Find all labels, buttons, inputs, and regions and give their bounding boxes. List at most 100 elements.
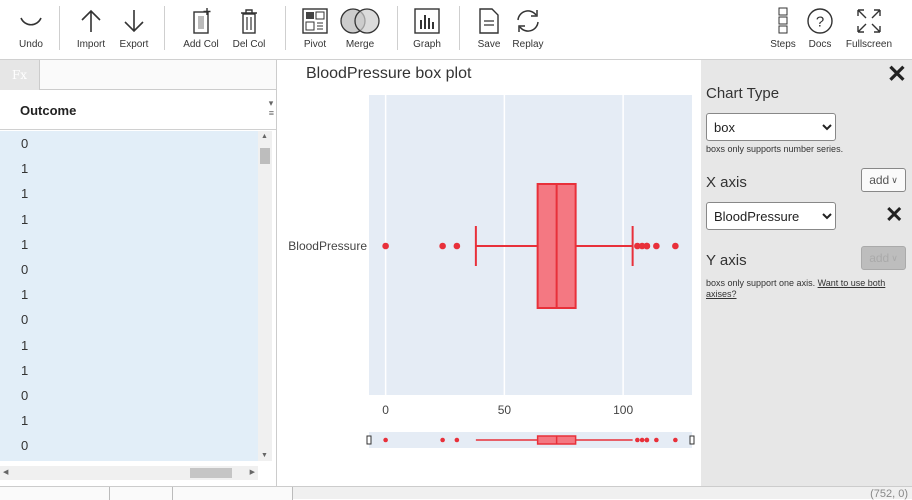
undo-label: Undo <box>19 39 43 50</box>
table-row[interactable]: 1 <box>21 161 29 177</box>
vertical-scrollbar[interactable]: ▲ ▼ <box>258 131 272 461</box>
toolbar-divider <box>397 6 398 50</box>
scrollbar-thumb[interactable] <box>190 468 232 478</box>
status-bar: (752, 0) <box>0 486 912 500</box>
trash-icon <box>238 6 260 36</box>
graph-label: Graph <box>413 39 441 50</box>
outlier-point <box>638 242 646 250</box>
use-both-axes-link[interactable]: Want to use both axises? <box>706 278 886 299</box>
sheet-tab[interactable] <box>173 487 293 500</box>
range-outlier <box>635 437 640 443</box>
add-column-icon <box>190 6 212 36</box>
scrollbar-thumb[interactable] <box>260 148 270 164</box>
range-outlier <box>454 437 460 443</box>
formula-bar[interactable]: Fx <box>0 60 276 90</box>
bar-chart-icon <box>413 6 441 36</box>
steps-icon <box>777 6 789 36</box>
range-outlier <box>639 437 645 443</box>
outlier-point <box>634 242 641 250</box>
x-axis-label: X axis <box>706 174 747 191</box>
fx-button[interactable]: Fx <box>0 60 40 90</box>
chart-type-select[interactable]: box <box>706 113 836 141</box>
x-axis-select[interactable]: BloodPressure <box>706 202 836 230</box>
table-row[interactable]: 0 <box>21 312 29 328</box>
sheet-tab[interactable] <box>0 487 110 500</box>
chart-title: BloodPressure box plot <box>306 65 472 82</box>
import-button[interactable]: Import <box>72 6 110 54</box>
steps-button[interactable]: Steps <box>767 6 799 54</box>
merge-icon <box>338 6 382 36</box>
range-handle-left <box>366 435 372 445</box>
save-button[interactable]: Save <box>472 6 506 54</box>
horizontal-scrollbar[interactable]: ◀ ▶ <box>0 466 258 480</box>
replay-label: Replay <box>512 39 544 50</box>
export-button[interactable]: Export <box>115 6 153 54</box>
box-plot[interactable]: 0 50 100 BloodPressure <box>277 60 701 486</box>
merge-button[interactable]: Merge <box>337 6 383 54</box>
scroll-down-icon[interactable]: ▼ <box>261 452 268 459</box>
x-axis-add-button[interactable]: add ∨ <box>861 168 906 192</box>
x-tick-label: 100 <box>613 403 633 417</box>
table-row[interactable]: 1 <box>21 362 29 378</box>
range-outlier <box>644 437 650 443</box>
column-header-label: Outcome <box>20 103 77 118</box>
del-col-button[interactable]: Del Col <box>228 6 270 54</box>
merge-label: Merge <box>345 39 375 50</box>
data-grid: Fx Outcome ▾≡ 0 1 1 1 1 0 1 0 1 1 0 1 0 1 ▲ ▼ ◀ ▶ <box>0 60 276 486</box>
table-row[interactable]: 1 <box>21 236 29 252</box>
table-row[interactable]: 1 <box>0 458 258 461</box>
table-row[interactable]: 0 <box>21 261 29 277</box>
document-icon <box>476 6 502 36</box>
pivot-icon <box>301 6 329 36</box>
column-header[interactable]: Outcome ▾ ≡ <box>0 90 276 130</box>
range-outlier <box>654 437 659 443</box>
table-row[interactable]: 1 <box>21 211 29 227</box>
outlier-point <box>453 242 461 250</box>
toolbar: Undo Import Export Add Col Del Col Pivot <box>0 0 912 60</box>
table-row[interactable]: 1 <box>21 413 29 429</box>
add-col-button[interactable]: Add Col <box>180 6 222 54</box>
graph-button[interactable]: Graph <box>410 6 444 54</box>
steps-label: Steps <box>770 39 796 50</box>
cursor-coordinates: (752, 0) <box>870 488 908 500</box>
y-axis-add-button[interactable]: add ∨ <box>861 246 906 270</box>
close-icon[interactable]: ✕ <box>886 61 907 88</box>
category-label: BloodPressure <box>288 239 367 253</box>
sort-icon[interactable]: ▾ ≡ <box>268 98 274 118</box>
grid-rows: 0 1 1 1 1 0 1 0 1 1 0 1 0 1 <box>0 131 258 461</box>
table-row[interactable]: 0 <box>21 438 29 454</box>
table-row[interactable]: 0 <box>21 387 29 403</box>
outlier-point <box>672 242 679 250</box>
replay-button[interactable]: Replay <box>509 6 547 54</box>
toolbar-divider <box>164 6 165 50</box>
import-label: Import <box>76 39 106 50</box>
replay-icon <box>514 6 542 36</box>
chart-type-note: boxs only supports number series. <box>706 144 844 154</box>
y-axis-label: Y axis <box>706 252 747 269</box>
toolbar-divider <box>59 6 60 50</box>
table-row[interactable]: 1 <box>21 186 29 202</box>
range-outlier <box>383 437 388 443</box>
scroll-right-icon[interactable]: ▶ <box>249 469 255 476</box>
docs-button[interactable]: ? Docs <box>804 6 836 54</box>
help-icon: ? <box>806 6 834 36</box>
export-label: Export <box>119 39 149 50</box>
scroll-up-icon[interactable]: ▲ <box>261 133 268 140</box>
fullscreen-button[interactable]: Fullscreen <box>842 6 896 54</box>
arrow-down-icon <box>122 6 146 36</box>
pivot-button[interactable]: Pivot <box>298 6 332 54</box>
add-col-label: Add Col <box>183 39 219 50</box>
chart-type-label: Chart Type <box>706 85 780 102</box>
x-tick-label: 0 <box>382 403 389 417</box>
table-row[interactable]: 1 <box>21 337 29 353</box>
del-col-label: Del Col <box>232 39 266 50</box>
range-outlier <box>440 437 445 443</box>
table-row[interactable]: 0 <box>21 136 29 151</box>
table-row[interactable]: 1 <box>21 287 29 303</box>
x-axis-add-label: add <box>869 173 890 187</box>
remove-axis-icon[interactable]: ✕ <box>885 202 904 227</box>
scroll-left-icon[interactable]: ◀ <box>3 469 9 476</box>
sheet-tab[interactable] <box>110 487 173 500</box>
chart-options-panel: ✕ Chart Type box boxs only supports numb… <box>701 60 912 486</box>
undo-button[interactable]: Undo <box>14 6 48 54</box>
